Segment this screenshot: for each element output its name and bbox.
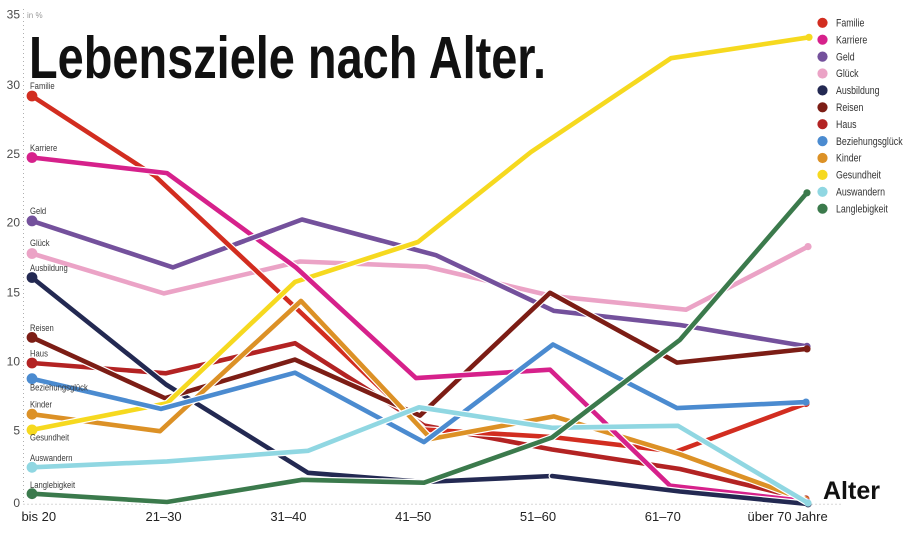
svg-text:Geld: Geld xyxy=(836,51,855,63)
svg-text:Ausbildung: Ausbildung xyxy=(836,85,880,97)
svg-text:Reisen: Reisen xyxy=(30,323,54,333)
svg-text:Glück: Glück xyxy=(30,238,50,248)
svg-text:bis 20: bis 20 xyxy=(21,509,56,524)
svg-text:Reisen: Reisen xyxy=(836,102,863,114)
svg-text:Glück: Glück xyxy=(836,68,859,80)
svg-text:über 70 Jahre: über 70 Jahre xyxy=(747,509,827,524)
svg-text:Familie: Familie xyxy=(30,81,55,91)
svg-text:Auswandern: Auswandern xyxy=(836,187,885,199)
svg-text:Familie: Familie xyxy=(836,18,864,30)
svg-text:Geld: Geld xyxy=(30,206,46,216)
svg-text:15: 15 xyxy=(7,286,21,300)
svg-text:0: 0 xyxy=(13,496,20,510)
svg-text:35: 35 xyxy=(7,8,21,22)
svg-text:Kinder: Kinder xyxy=(30,400,52,410)
svg-text:Gesundheit: Gesundheit xyxy=(30,433,70,443)
svg-text:5: 5 xyxy=(13,424,20,438)
svg-text:Haus: Haus xyxy=(30,349,48,359)
svg-text:Ausbildung: Ausbildung xyxy=(30,263,68,273)
svg-text:Kinder: Kinder xyxy=(836,153,862,165)
svg-text:61–70: 61–70 xyxy=(645,509,681,524)
svg-text:21–30: 21–30 xyxy=(146,509,182,524)
svg-text:31–40: 31–40 xyxy=(270,509,306,524)
svg-text:Haus: Haus xyxy=(836,119,857,131)
svg-text:Karriere: Karriere xyxy=(836,34,867,46)
svg-text:10: 10 xyxy=(7,355,21,369)
svg-text:41–50: 41–50 xyxy=(395,509,431,524)
svg-text:20: 20 xyxy=(7,216,21,230)
svg-text:Gesundheit: Gesundheit xyxy=(836,170,881,182)
svg-text:Beziehungsglück: Beziehungsglück xyxy=(30,383,88,393)
svg-text:Beziehungsglück: Beziehungsglück xyxy=(836,136,903,148)
svg-text:Langlebigkeit: Langlebigkeit xyxy=(836,203,888,215)
svg-text:Alter: Alter xyxy=(823,477,880,505)
svg-text:Lebensziele nach Alter.: Lebensziele nach Alter. xyxy=(29,25,546,91)
svg-text:30: 30 xyxy=(7,78,21,92)
svg-text:51–60: 51–60 xyxy=(520,509,556,524)
svg-text:Langlebigkeit: Langlebigkeit xyxy=(30,480,76,490)
svg-text:in %: in % xyxy=(27,11,43,20)
svg-text:Auswandern: Auswandern xyxy=(30,453,73,463)
svg-text:25: 25 xyxy=(7,147,21,161)
svg-text:Karriere: Karriere xyxy=(30,143,57,153)
